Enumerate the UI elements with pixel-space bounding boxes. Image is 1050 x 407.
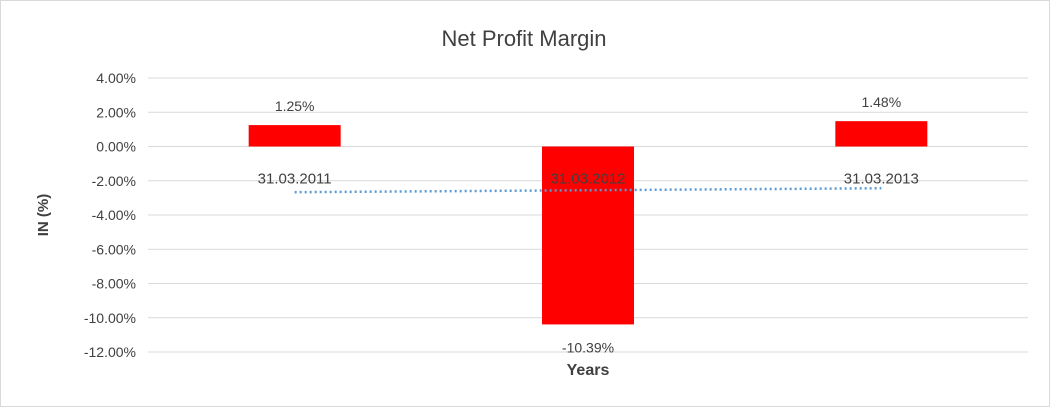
chart-title: Net Profit Margin	[441, 26, 606, 51]
y-tick-label: -10.00%	[84, 310, 136, 326]
x-tick-label: 31.03.2012	[550, 171, 625, 188]
data-label: -10.39%	[562, 339, 614, 355]
y-tick-label: -12.00%	[84, 344, 136, 360]
bar-31.03.2011	[248, 125, 341, 147]
x-axis-title: Years	[567, 362, 610, 379]
y-axis-title: IN (%)	[35, 194, 52, 237]
x-tick-label: 31.03.2011	[258, 171, 332, 188]
x-tick-label: 31.03.2013	[844, 171, 919, 188]
y-tick-label: -2.00%	[92, 173, 136, 189]
data-label: 1.48%	[861, 94, 901, 110]
y-tick-label: 0.00%	[96, 139, 136, 155]
y-tick-label: 2.00%	[96, 104, 136, 120]
y-tick-label: 4.00%	[96, 70, 136, 86]
data-label: 1.25%	[275, 98, 315, 114]
y-tick-label: -4.00%	[92, 207, 136, 223]
y-tick-label: -8.00%	[92, 276, 136, 292]
bar-31.03.2013	[835, 121, 928, 147]
bar-31.03.2012	[542, 146, 634, 325]
y-tick-label: -6.00%	[92, 241, 136, 257]
